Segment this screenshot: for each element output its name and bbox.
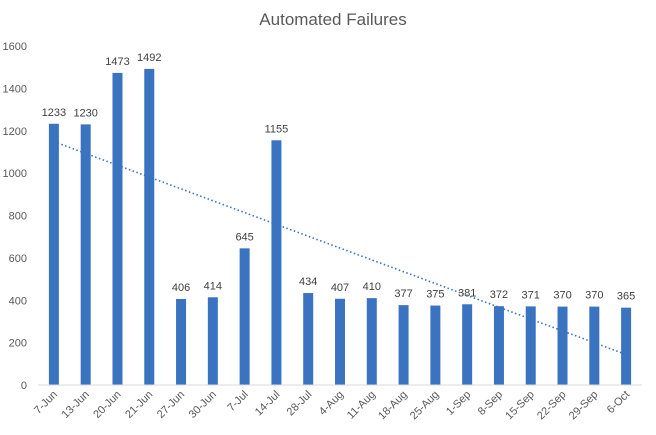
x-tick-label: 21-Jun bbox=[123, 389, 155, 421]
x-tick-label: 7-Jul bbox=[225, 389, 250, 414]
data-label: 1155 bbox=[265, 123, 289, 135]
data-label: 645 bbox=[235, 231, 253, 243]
x-tick-label: 14-Jul bbox=[253, 389, 283, 419]
data-label: 1230 bbox=[73, 107, 97, 119]
y-tick-label: 1400 bbox=[3, 83, 27, 95]
bar bbox=[557, 306, 568, 385]
y-axis: 0 200 400 600 800 1000 1200 1400 1600 bbox=[3, 41, 27, 392]
data-label: 410 bbox=[363, 281, 381, 293]
bar bbox=[430, 305, 441, 385]
y-tick-label: 0 bbox=[21, 380, 27, 392]
bar bbox=[493, 306, 504, 385]
x-tick-label: 20-Jun bbox=[91, 389, 123, 421]
x-tick-label: 13-Jun bbox=[60, 389, 92, 421]
bar bbox=[462, 304, 473, 385]
bar bbox=[239, 248, 250, 385]
bar bbox=[48, 123, 59, 386]
bar bbox=[80, 124, 91, 386]
bar bbox=[207, 297, 218, 385]
data-label: 370 bbox=[553, 290, 571, 302]
data-label: 377 bbox=[394, 288, 412, 300]
bar bbox=[621, 307, 632, 385]
bar bbox=[271, 140, 282, 385]
x-tick-label: 4-Aug bbox=[317, 389, 346, 418]
bar bbox=[144, 68, 155, 385]
data-label: 370 bbox=[585, 290, 603, 302]
x-tick-label: 27-Jun bbox=[155, 389, 187, 421]
y-tick-label: 1000 bbox=[3, 168, 27, 180]
chart-title: Automated Failures bbox=[259, 10, 406, 29]
x-tick-label: 11-Aug bbox=[345, 389, 378, 422]
data-label: 407 bbox=[331, 282, 349, 294]
x-tick-label: 18-Aug bbox=[376, 389, 410, 423]
x-tick-label: 28-Jul bbox=[285, 389, 315, 419]
data-labels: 1233 1230 1473 1492 406 414 645 1155 434 407 410 37… bbox=[42, 52, 636, 303]
y-tick-label: 600 bbox=[9, 253, 27, 265]
x-tick-label: 6-Oct bbox=[605, 389, 633, 417]
x-tick-label: 7-Jun bbox=[32, 389, 60, 417]
data-label: 434 bbox=[299, 276, 317, 288]
bar bbox=[589, 306, 600, 385]
bar bbox=[335, 298, 345, 385]
data-label: 365 bbox=[617, 291, 635, 303]
y-tick-label: 1600 bbox=[3, 41, 27, 53]
bar-series bbox=[48, 68, 632, 386]
x-tick-label: 30-Jun bbox=[187, 389, 219, 421]
x-tick-label: 29-Sep bbox=[567, 389, 601, 423]
bar bbox=[525, 306, 536, 385]
x-axis: 7-Jun 13-Jun 20-Jun 21-Jun 27-Jun 30-Jun 7-Jul… bbox=[32, 389, 632, 423]
data-label: 414 bbox=[204, 280, 222, 292]
data-label: 381 bbox=[458, 287, 476, 299]
bar bbox=[398, 305, 409, 385]
bar bbox=[303, 293, 314, 385]
y-tick-label: 400 bbox=[9, 295, 27, 307]
y-tick-label: 800 bbox=[9, 211, 27, 223]
y-tick-label: 200 bbox=[9, 338, 27, 350]
x-tick-label: 15-Sep bbox=[503, 389, 537, 423]
data-label: 371 bbox=[522, 289, 540, 301]
data-label: 372 bbox=[490, 289, 508, 301]
bar bbox=[366, 298, 377, 385]
data-label: 1233 bbox=[42, 107, 66, 119]
x-tick-label: 1-Sep bbox=[444, 389, 473, 418]
data-label: 1473 bbox=[105, 56, 129, 68]
x-tick-label: 8-Sep bbox=[476, 389, 505, 418]
data-label: 406 bbox=[172, 282, 190, 294]
bar bbox=[176, 298, 187, 385]
x-tick-label: 22-Sep bbox=[535, 389, 569, 423]
bar bbox=[112, 72, 123, 385]
data-label: 1492 bbox=[137, 52, 161, 64]
x-tick-label: 25-Aug bbox=[408, 389, 442, 423]
y-tick-label: 1200 bbox=[3, 126, 27, 138]
data-label: 375 bbox=[426, 289, 444, 301]
